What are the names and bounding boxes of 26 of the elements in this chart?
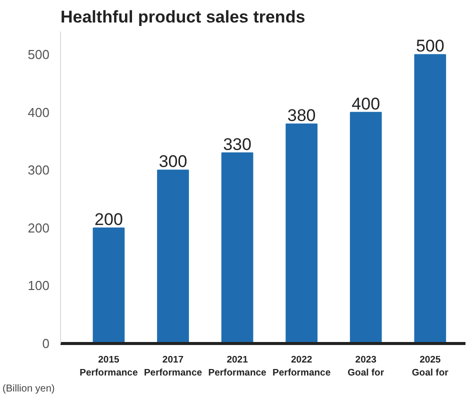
y-tick-label: 400 [28, 104, 50, 120]
y-tick-label: 100 [28, 278, 50, 294]
data-label: 300 [158, 152, 188, 172]
x-tick-label: 2017 Performance [144, 354, 202, 379]
bar [157, 170, 189, 344]
bar [221, 152, 254, 344]
y-tick-label: 300 [28, 162, 50, 178]
x-tick-label: 2015 Performance [80, 354, 138, 379]
y-tick-label: 200 [28, 220, 50, 236]
bar [414, 54, 446, 344]
chart-title: Healthful product sales trends [60, 8, 306, 26]
data-label: 500 [416, 36, 444, 56]
bar [286, 123, 318, 344]
x-tick-label: 2021 Performance [208, 354, 266, 379]
bar [350, 112, 382, 344]
y-tick-label: 0 [42, 336, 50, 351]
x-tick-label: 2025 Goal for [412, 354, 449, 379]
x-tick-label: 2023 Goal for [348, 354, 384, 379]
bar [92, 227, 125, 344]
y-tick-label: 500 [28, 47, 50, 62]
x-tick-label: 2022 Performance [272, 354, 331, 379]
data-label: 330 [223, 134, 252, 154]
y-axis-title: (Billion yen) [2, 384, 55, 394]
data-label: 400 [352, 94, 380, 114]
data-label: 200 [94, 210, 123, 229]
data-label: 380 [287, 106, 316, 125]
